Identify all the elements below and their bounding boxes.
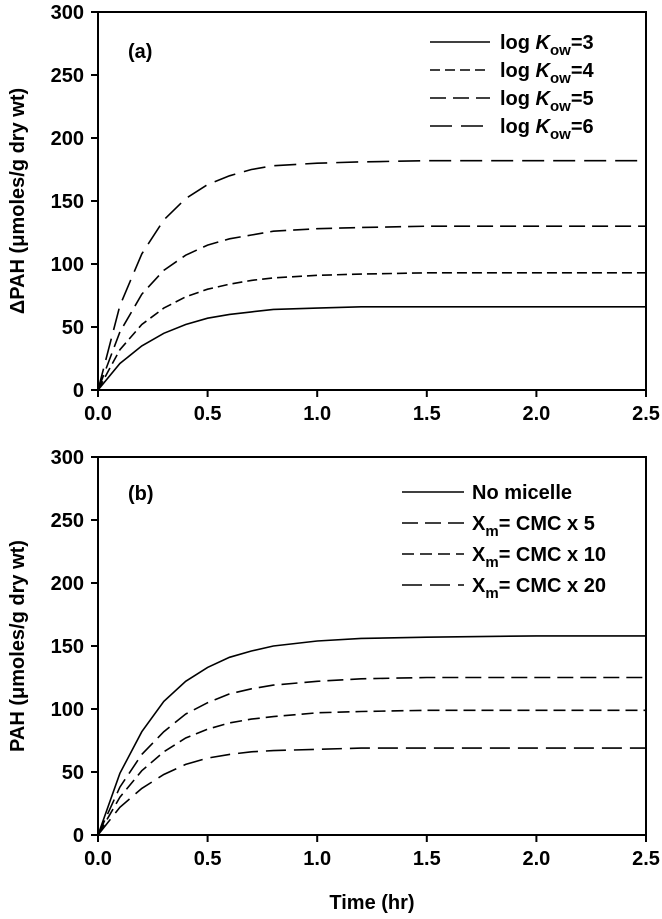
series-line <box>97 306 646 391</box>
panel-label: (b) <box>128 483 154 505</box>
legend-label: Xm= CMC x 20 <box>472 575 606 602</box>
series-line <box>97 159 646 391</box>
chart-panel-b: 0 50 100 150 200 250 300 0.0 0.5 1.0 1.5 2.0 2.5 PAH … <box>7 447 660 914</box>
legend-label: No micelle <box>472 482 572 504</box>
y-tick-label: 150 <box>51 191 84 213</box>
y-tick-label: 50 <box>62 762 84 784</box>
x-tick-label: 1.5 <box>413 848 441 870</box>
x-axis-title: Time (hr) <box>329 892 414 914</box>
series-line <box>97 225 646 391</box>
x-tick-label: 2.0 <box>522 848 550 870</box>
series-line <box>97 747 646 836</box>
y-tick-label: 100 <box>51 699 84 721</box>
legend-label: log Kow=5 <box>500 88 594 115</box>
y-tick-label: 0 <box>73 380 84 402</box>
x-tick-label: 0.0 <box>84 848 112 870</box>
y-tick-label: 250 <box>51 510 84 532</box>
series-line <box>97 635 646 836</box>
legend-label: log Kow=6 <box>500 116 594 143</box>
y-tick-label: 300 <box>51 447 84 469</box>
x-tick-label: 1.0 <box>303 403 331 425</box>
y-tick-label: 0 <box>73 825 84 847</box>
series-line <box>97 709 646 836</box>
x-tick-label: 2.0 <box>522 403 550 425</box>
y-axis-title: ΔPAH (μmoles/g dry wt) <box>7 88 29 314</box>
legend-label: Xm= CMC x 10 <box>472 544 606 571</box>
legend-label: log Kow=4 <box>500 60 595 87</box>
x-tick-label: 2.5 <box>632 403 660 425</box>
y-tick-label: 200 <box>51 128 84 150</box>
y-tick-label: 300 <box>51 2 84 24</box>
y-axis-title: PAH (μmoles/g dry wt) <box>7 540 29 752</box>
series-line <box>97 272 646 391</box>
x-tick-label: 1.5 <box>413 403 441 425</box>
panel-label: (a) <box>128 41 152 63</box>
y-tick-label: 250 <box>51 65 84 87</box>
x-tick-label: 0.5 <box>194 848 222 870</box>
legend-label: log Kow=3 <box>500 32 594 59</box>
series-line <box>97 676 646 836</box>
y-tick-label: 150 <box>51 636 84 658</box>
x-tick-label: 0.0 <box>84 403 112 425</box>
y-tick-label: 50 <box>62 317 84 339</box>
legend-label: Xm= CMC x 5 <box>472 513 595 540</box>
plot-frame <box>97 11 647 391</box>
y-tick-label: 100 <box>51 254 84 276</box>
y-tick-label: 200 <box>51 573 84 595</box>
x-tick-label: 1.0 <box>303 848 331 870</box>
x-tick-label: 2.5 <box>632 848 660 870</box>
chart-panel-a: 0 50 100 150 200 250 300 0.0 0.5 1.0 1.5 2.0 2.5 ΔPAH… <box>7 2 660 425</box>
x-tick-label: 0.5 <box>194 403 222 425</box>
